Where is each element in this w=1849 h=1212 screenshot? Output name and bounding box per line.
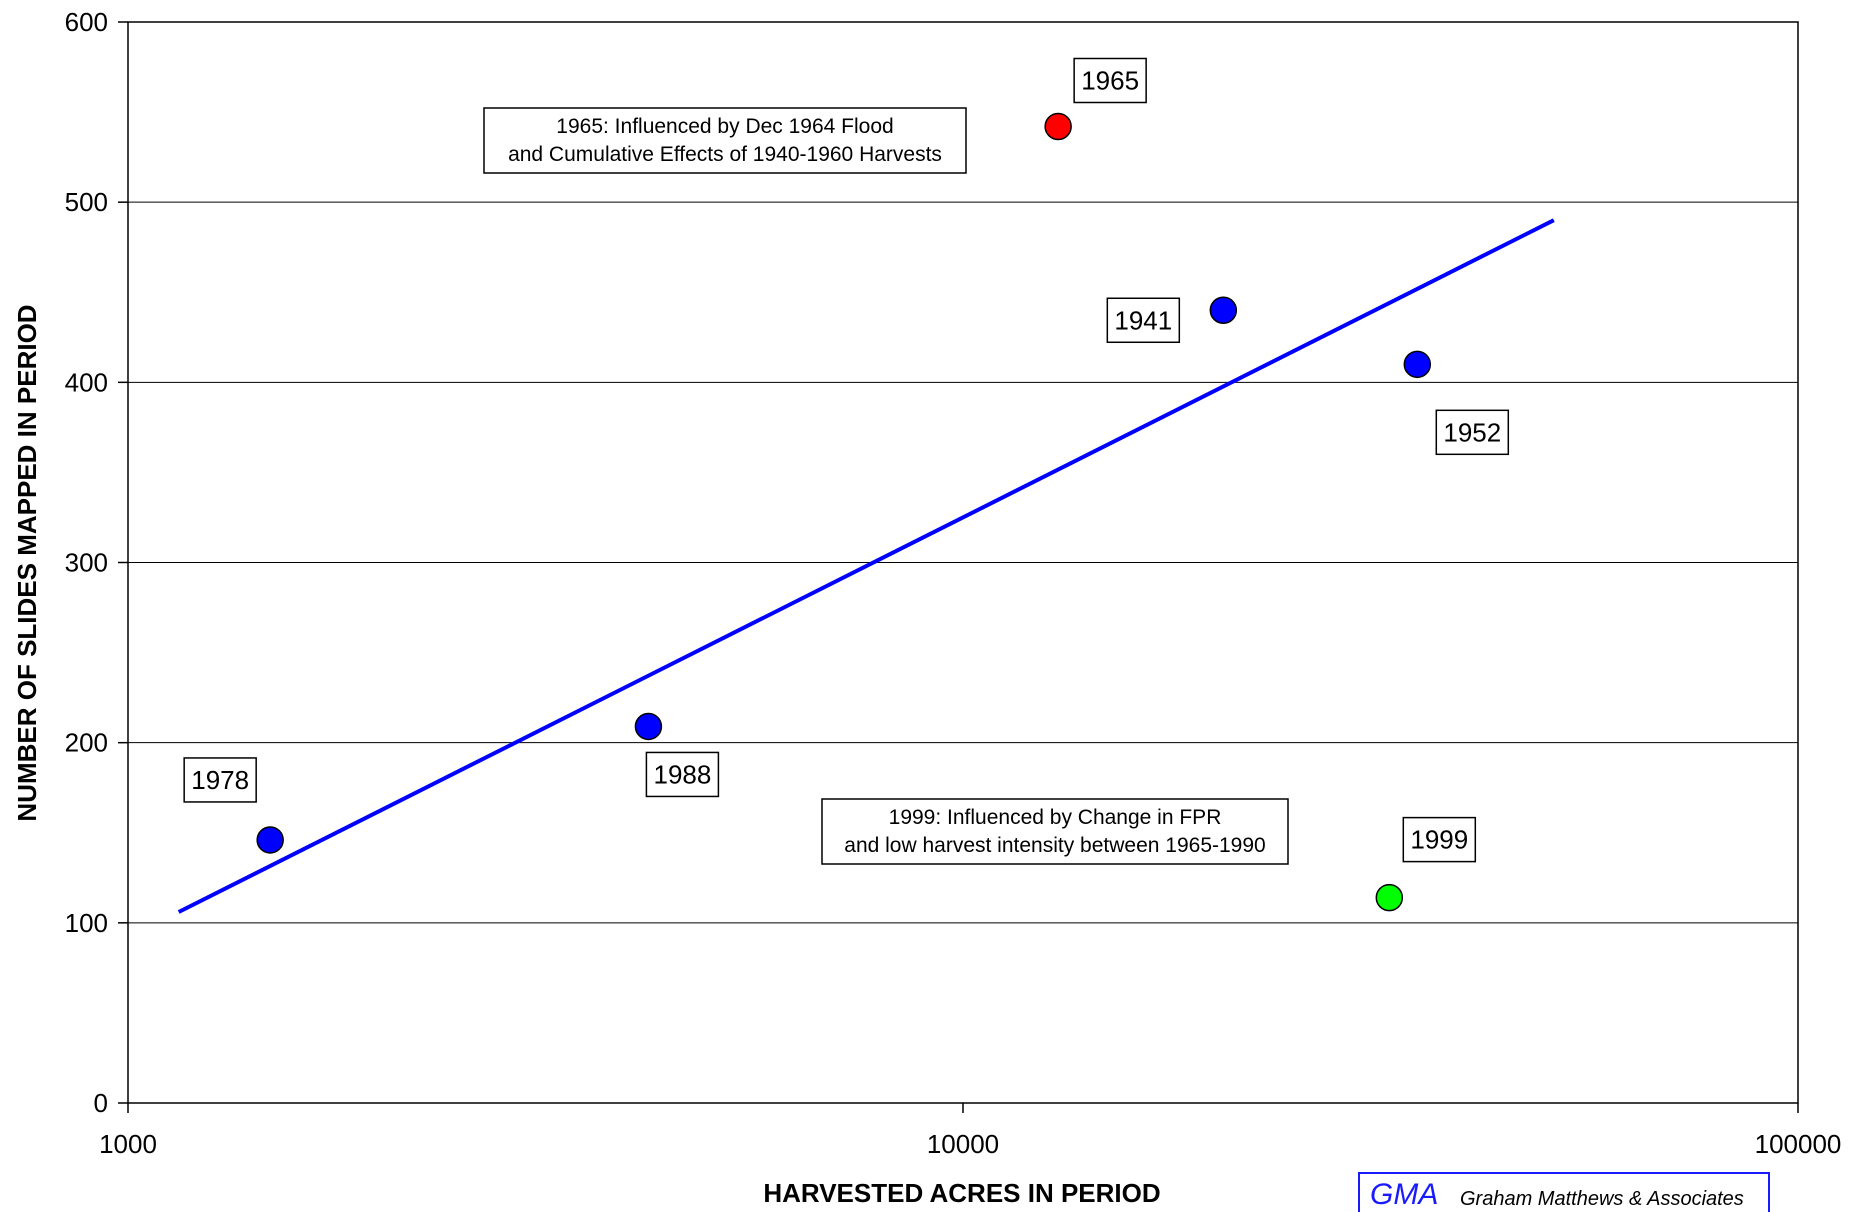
data-point-1978 [256, 826, 284, 854]
annotation-1965-line-1: 1965: Influenced by Dec 1964 Flood [556, 115, 893, 138]
data-point-1952 [1403, 350, 1432, 379]
annotation-1999: 1999: Influenced by Change in FPR and lo… [821, 798, 1289, 865]
y-tick-label-600: 600 [65, 7, 108, 37]
point-label-1941: 1941 [1106, 297, 1181, 344]
x-axis-ticks: 1000 10000 100000 [99, 1103, 1841, 1159]
point-label-box-1952 [1435, 409, 1510, 456]
x-tick-label-10000: 10000 [927, 1129, 999, 1159]
point-label-box-1978 [183, 757, 257, 803]
point-label-box-1941 [1106, 297, 1181, 344]
point-label-box-1999 [1402, 816, 1477, 863]
company-name: Graham Matthews & Associates [1460, 1188, 1744, 1210]
data-point-1988 [634, 712, 663, 741]
y-tick-label-200: 200 [65, 728, 108, 758]
annotation-1965-line-2: and Cumulative Effects of 1940-1960 Harv… [508, 143, 942, 166]
gridlines [128, 201, 1798, 924]
y-tick-label-500: 500 [65, 187, 108, 217]
trend-line [177, 218, 1555, 914]
gma-logo-mark: GMA [1370, 1178, 1439, 1211]
y-axis-ticks: 0 100 200 300 400 500 600 [65, 7, 128, 1118]
point-label-1965: 1965 [1073, 57, 1147, 104]
annotation-1965: 1965: Influenced by Dec 1964 Flood and C… [483, 107, 967, 174]
data-point-1941 [1209, 296, 1238, 325]
annotation-1999-line-1: 1999: Influenced by Change in FPR [889, 806, 1222, 829]
data-point-1999 [1375, 883, 1404, 912]
annotation-1999-box [821, 798, 1289, 865]
point-label-text-1952: 1952 [1443, 417, 1501, 447]
point-label-1988: 1988 [645, 751, 720, 798]
annotation-1999-line-2: and low harvest intensity between 1965-1… [844, 834, 1265, 857]
point-label-text-1941: 1941 [1114, 305, 1172, 335]
y-tick-label-100: 100 [65, 908, 108, 938]
point-label-box-1988 [645, 751, 720, 798]
y-tick-label-300: 300 [65, 548, 108, 578]
data-point-1965 [1044, 112, 1072, 141]
x-axis-title: HARVESTED ACRES IN PERIOD [763, 1178, 1160, 1208]
annotation-1965-box [483, 107, 967, 174]
y-tick-label-400: 400 [65, 367, 108, 397]
point-label-1978: 1978 [183, 757, 257, 803]
point-labels: 1978 1988 1965 1941 1952 1999 [183, 57, 1510, 863]
point-label-box-1965 [1073, 57, 1147, 104]
point-label-text-1999: 1999 [1410, 825, 1468, 855]
data-points [256, 112, 1432, 912]
point-label-text-1965: 1965 [1081, 65, 1139, 95]
y-axis-title: NUMBER OF SLIDES MAPPED IN PERIOD [12, 304, 42, 821]
point-label-1999: 1999 [1402, 816, 1477, 863]
point-label-text-1978: 1978 [191, 765, 249, 795]
x-tick-label-100000: 100000 [1755, 1129, 1842, 1159]
point-label-text-1988: 1988 [653, 759, 711, 789]
gma-logo-box: GMA Graham Matthews & Associates [1358, 1172, 1770, 1212]
x-tick-label-1000: 1000 [99, 1129, 157, 1159]
point-label-1952: 1952 [1435, 409, 1510, 456]
y-tick-label-0: 0 [94, 1088, 108, 1118]
